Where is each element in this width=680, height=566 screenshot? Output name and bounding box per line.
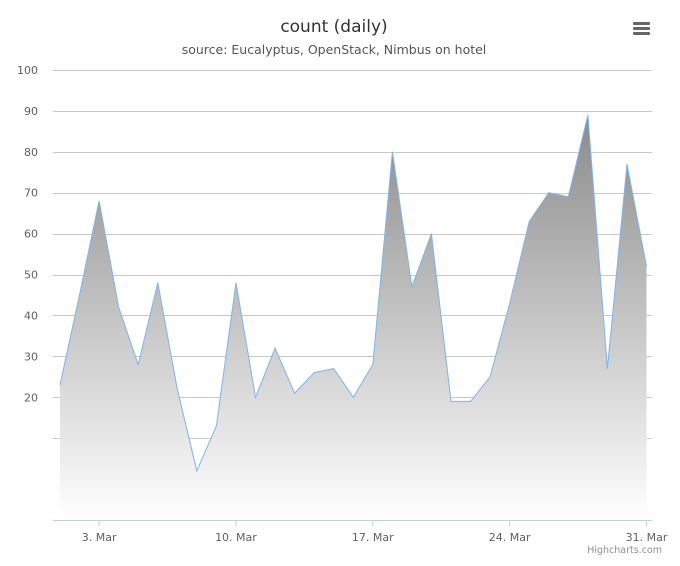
- data-point[interactable]: [134, 361, 142, 369]
- data-point[interactable]: [56, 381, 64, 389]
- series-line: [59, 114, 647, 473]
- data-point[interactable]: [349, 393, 357, 401]
- chart-title: count (daily): [280, 17, 387, 37]
- data-point[interactable]: [291, 389, 299, 397]
- y-tick-label: 40: [24, 310, 38, 323]
- x-tick-label: 3. Mar: [82, 531, 117, 544]
- y-tick-label: 60: [24, 228, 38, 241]
- data-point[interactable]: [271, 344, 279, 352]
- data-point[interactable]: [388, 148, 396, 156]
- menu-icon-bar: [633, 32, 650, 35]
- y-tick-label: 20: [24, 391, 38, 404]
- x-axis: 3. Mar 10. Mar 17. Mar 24. Mar 31. Mar: [53, 520, 668, 544]
- y-tick-label: 50: [24, 269, 38, 282]
- chart-subtitle: source: Eucalyptus, OpenStack, Nimbus on…: [182, 42, 487, 57]
- data-point[interactable]: [330, 365, 338, 373]
- data-point[interactable]: [252, 393, 260, 401]
- x-tick-label: 17. Mar: [352, 531, 394, 544]
- data-point[interactable]: [76, 291, 84, 299]
- data-point[interactable]: [154, 279, 162, 287]
- data-point[interactable]: [545, 189, 553, 197]
- data-point[interactable]: [584, 111, 592, 119]
- x-tick-label: 24. Mar: [489, 531, 531, 544]
- data-point[interactable]: [643, 262, 651, 270]
- credits-link[interactable]: Highcharts.com: [587, 545, 662, 556]
- area-fill: [60, 115, 647, 520]
- menu-icon-bar: [633, 22, 650, 25]
- menu-icon-bar: [633, 27, 650, 30]
- y-tick-label: 30: [24, 350, 38, 363]
- data-point[interactable]: [369, 361, 377, 369]
- y-tick-label: 80: [24, 146, 38, 159]
- data-point[interactable]: [427, 230, 435, 238]
- data-point[interactable]: [506, 299, 514, 307]
- y-tick-label: 90: [24, 105, 38, 118]
- data-point[interactable]: [447, 397, 455, 405]
- data-point[interactable]: [232, 279, 240, 287]
- export-menu-button[interactable]: [628, 14, 656, 42]
- data-point[interactable]: [564, 193, 572, 201]
- series-area: [56, 111, 651, 520]
- y-tick-label: 100: [17, 64, 38, 77]
- data-point[interactable]: [193, 467, 201, 475]
- data-point[interactable]: [467, 397, 475, 405]
- data-point[interactable]: [486, 373, 494, 381]
- x-tick-label: 10. Mar: [215, 531, 257, 544]
- data-point[interactable]: [95, 197, 103, 205]
- data-point[interactable]: [173, 385, 181, 393]
- data-point[interactable]: [408, 283, 416, 291]
- data-point[interactable]: [603, 365, 611, 373]
- y-tick-label: 70: [24, 187, 38, 200]
- data-point[interactable]: [623, 160, 631, 168]
- hamburger-menu-icon: [633, 22, 650, 35]
- data-point[interactable]: [525, 217, 533, 225]
- data-point[interactable]: [310, 369, 318, 377]
- data-point[interactable]: [115, 303, 123, 311]
- y-axis-ticks: 20 30 40 50 60 70 80 90 100: [17, 64, 38, 404]
- data-point[interactable]: [212, 422, 220, 430]
- x-tick-label: 31. Mar: [626, 531, 668, 544]
